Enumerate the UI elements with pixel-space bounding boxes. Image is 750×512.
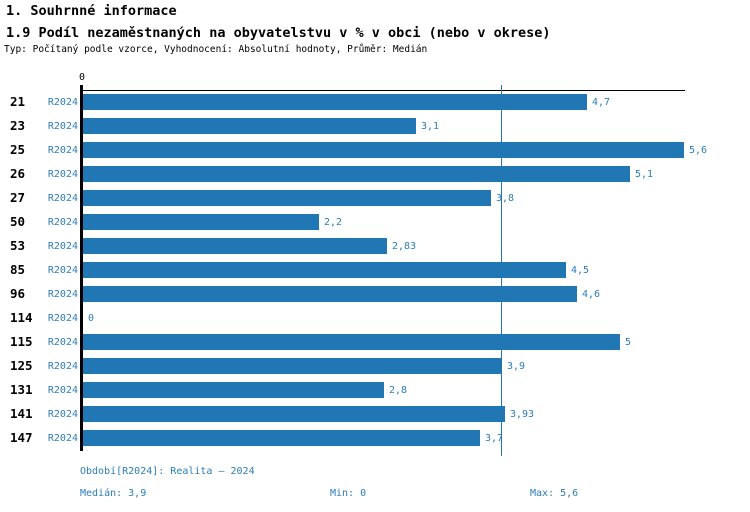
bar	[83, 334, 620, 350]
category-label: 85	[10, 262, 26, 277]
value-label: 2,8	[389, 385, 408, 396]
period-legend: Období[R2024]: Realita – 2024	[80, 466, 255, 477]
category-label: 125	[10, 358, 33, 373]
series-tag: R2024	[47, 265, 78, 276]
series-tag: R2024	[47, 145, 78, 156]
bar	[83, 382, 384, 398]
series-tag: R2024	[47, 313, 78, 324]
series-tag: R2024	[47, 409, 78, 420]
bar	[83, 142, 684, 158]
category-label: 21	[10, 94, 26, 109]
value-label: 4,5	[571, 265, 590, 276]
bar	[83, 118, 416, 134]
value-label: 5,1	[635, 169, 654, 180]
value-label: 3,7	[485, 433, 504, 444]
value-label: 2,83	[392, 241, 417, 252]
chart-subtitle: Typ: Počítaný podle vzorce, Vyhodnocení:…	[4, 44, 428, 55]
bar	[83, 166, 630, 182]
series-tag: R2024	[47, 121, 78, 132]
series-tag: R2024	[47, 337, 78, 348]
value-label: 5,6	[689, 145, 708, 156]
category-label: 96	[10, 286, 26, 301]
category-label: 23	[10, 118, 26, 133]
section-title: 1. Souhrnné informace	[6, 3, 177, 19]
value-label: 4,6	[582, 289, 601, 300]
bar	[83, 190, 491, 206]
value-label: 3,93	[510, 409, 535, 420]
series-tag: R2024	[47, 97, 78, 108]
series-tag: R2024	[47, 361, 78, 372]
category-label: 27	[10, 190, 26, 205]
series-tag: R2024	[47, 289, 78, 300]
value-label: 0	[88, 313, 95, 324]
chart-title: 1.9 Podíl nezaměstnaných na obyvatelstvu…	[6, 25, 551, 41]
category-label: 141	[10, 406, 33, 421]
series-tag: R2024	[47, 169, 78, 180]
bar	[83, 238, 387, 254]
value-label: 5	[625, 337, 632, 348]
category-label: 50	[10, 214, 26, 229]
bar	[83, 358, 502, 374]
bar	[83, 406, 505, 422]
category-label: 114	[10, 310, 33, 325]
bar	[83, 286, 577, 302]
series-tag: R2024	[47, 193, 78, 204]
category-label: 25	[10, 142, 26, 157]
bar	[83, 262, 566, 278]
bar	[83, 94, 587, 110]
category-label: 115	[10, 334, 33, 349]
series-tag: R2024	[47, 385, 78, 396]
min-stat: Min: 0	[330, 488, 367, 499]
series-tag: R2024	[47, 241, 78, 252]
category-label: 147	[10, 430, 33, 445]
bar	[83, 430, 480, 446]
value-label: 3,9	[507, 361, 526, 372]
category-label: 26	[10, 166, 26, 181]
value-label: 3,1	[421, 121, 440, 132]
series-tag: R2024	[47, 217, 78, 228]
x-axis-line	[82, 90, 685, 91]
x-axis-zero-tick-label: 0	[78, 72, 86, 83]
category-label: 53	[10, 238, 26, 253]
series-tag: R2024	[47, 433, 78, 444]
value-label: 2,2	[324, 217, 343, 228]
category-label: 131	[10, 382, 33, 397]
max-stat: Max: 5,6	[530, 488, 579, 499]
y-axis-line	[80, 85, 83, 451]
bar	[83, 214, 319, 230]
value-label: 4,7	[592, 97, 611, 108]
value-label: 3,8	[496, 193, 515, 204]
median-stat: Medián: 3,9	[80, 488, 147, 499]
